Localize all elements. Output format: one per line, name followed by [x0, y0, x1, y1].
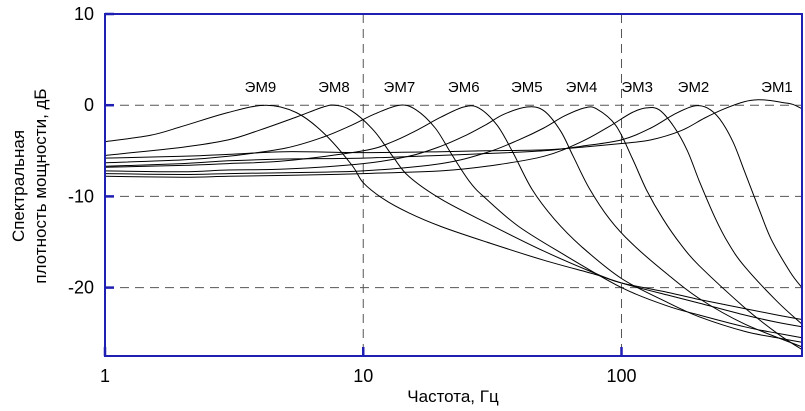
x-tick-label: 10	[353, 366, 373, 386]
series-line-5	[104, 106, 803, 348]
y-tick-label: -20	[68, 278, 94, 298]
y-tick-label: 0	[84, 95, 94, 115]
series-curves	[104, 99, 803, 351]
series-label-6: ЭМ4	[566, 79, 598, 96]
series-label-4: ЭМ6	[448, 79, 480, 96]
series-line-6	[104, 106, 803, 351]
series-line-7	[104, 106, 803, 325]
series-line-2	[104, 104, 803, 328]
series-line-4	[104, 105, 803, 343]
series-line-9	[104, 99, 803, 159]
series-labels: ЭМ9 ЭМ8 ЭМ7 ЭМ6 ЭМ5 ЭМ4 ЭМ3 ЭМ2 ЭМ1	[245, 79, 793, 96]
series-label-5: ЭМ5	[511, 79, 543, 96]
plot-border	[104, 13, 803, 357]
x-tick-label: 100	[606, 366, 636, 386]
series-line-1	[104, 104, 803, 320]
series-label-3: ЭМ7	[384, 79, 416, 96]
y-tick-label: -10	[68, 186, 94, 206]
axis-ticks: 100-10-201 10 100	[68, 4, 637, 386]
series-label-1: ЭМ9	[245, 79, 277, 96]
x-axis-title: Частота, Гц	[407, 387, 499, 406]
x-tick-label: 1	[100, 366, 110, 386]
plot-frame	[104, 13, 803, 357]
y-axis-title-line1: Спектральная	[9, 130, 28, 242]
grid-lines	[105, 14, 802, 356]
series-line-8	[104, 105, 803, 288]
series-label-9: ЭМ1	[761, 79, 793, 96]
y-axis-title-line2: плотность мощности, дБ	[31, 88, 50, 283]
series-label-7: ЭМ3	[621, 79, 653, 96]
series-label-8: ЭМ2	[678, 79, 710, 96]
y-tick-label: 10	[74, 4, 94, 24]
series-label-2: ЭМ8	[318, 79, 350, 96]
